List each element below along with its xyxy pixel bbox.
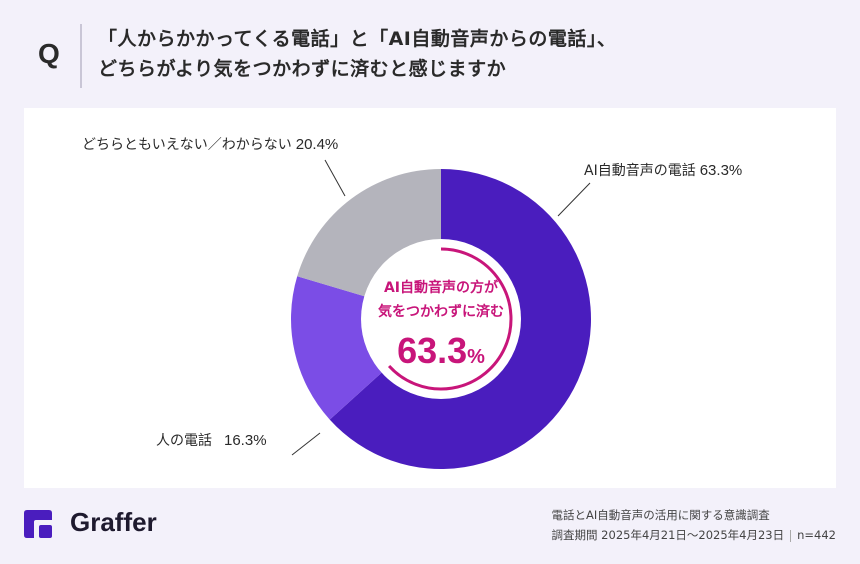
label-ai-pct: 63.3% — [699, 162, 743, 179]
separator — [790, 529, 792, 542]
label-neither-text: どちらともいえない／わからない — [82, 137, 292, 153]
center-value-number: 63.3 — [397, 330, 468, 371]
center-line-1: AI自動音声の方が — [383, 280, 499, 296]
question-marker: Q — [38, 38, 60, 69]
leader-line-neither — [324, 159, 346, 197]
label-neither-pct: 20.4% — [295, 136, 339, 153]
label-human-text: 人の電話 — [156, 433, 212, 449]
survey-source: 電話とAI自動音声の活用に関する意識調査 調査期間 2025年4月21日〜202… — [552, 505, 836, 545]
question-title: 「人からかかってくる電話」と「AI自動音声からの電話」、 どちらがより気をつかわ… — [98, 24, 616, 84]
label-ai-text: AI自動音声の電話 — [584, 163, 696, 179]
survey-period: 調査期間 2025年4月21日〜2025年4月23日 — [551, 528, 785, 542]
question-divider — [80, 24, 82, 88]
center-annotation: AI自動音声の方が 気をつかわずに済む 63.3% — [360, 276, 522, 372]
label-human: 人の電話 16.3% — [156, 430, 267, 450]
graffer-logo-icon — [24, 510, 52, 538]
label-neither: どちらともいえない／わからない 20.4% — [82, 134, 338, 154]
label-ai: AI自動音声の電話 63.3% — [584, 160, 742, 180]
question-line-1: 「人からかかってくる電話」と「AI自動音声からの電話」、 — [98, 28, 617, 50]
label-human-pct: 16.3% — [224, 432, 267, 449]
question-line-2: どちらがより気をつかわずに済むと感じますか — [98, 58, 507, 80]
donut-hole — [361, 239, 521, 399]
survey-title: 電話とAI自動音声の活用に関する意識調査 — [551, 508, 770, 522]
leader-line-ai — [557, 182, 591, 217]
sample-size: n=442 — [797, 528, 836, 542]
survey-period-row: 調査期間 2025年4月21日〜2025年4月23日 n=442 — [552, 525, 836, 545]
brand-name: Graffer — [70, 507, 157, 537]
leader-line-human — [291, 432, 321, 456]
center-value: 63.3% — [360, 330, 522, 372]
center-value-unit: % — [467, 346, 485, 368]
center-progress-arc — [387, 247, 513, 391]
center-line-2: 気をつかわずに済む — [378, 304, 504, 320]
